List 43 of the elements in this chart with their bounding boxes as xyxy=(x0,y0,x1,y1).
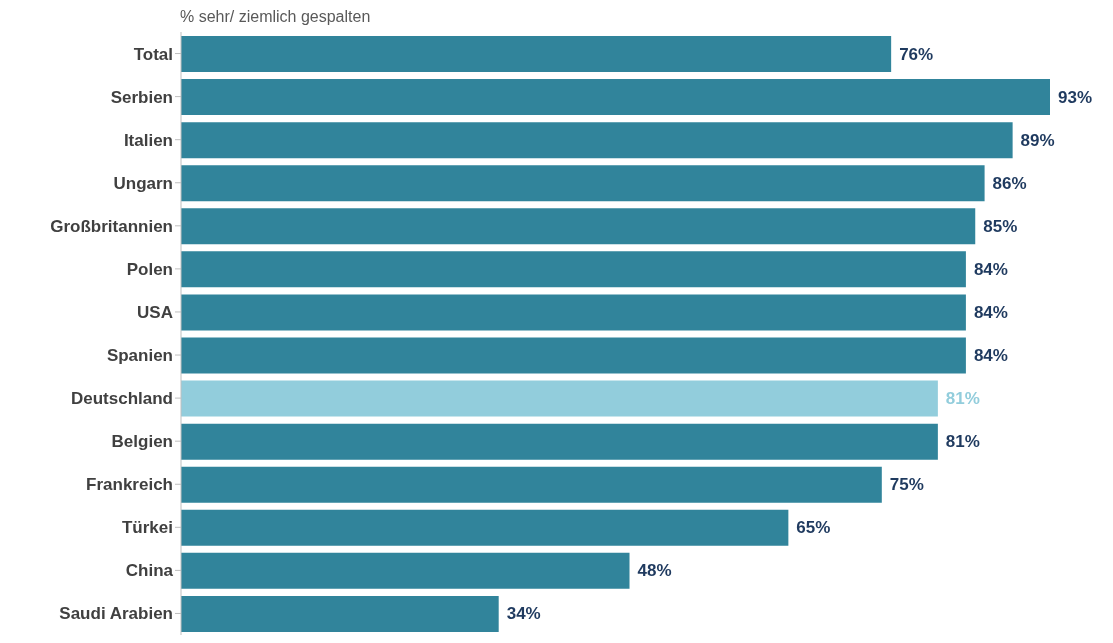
data-label: 48% xyxy=(637,561,672,581)
y-tick-label: Türkei xyxy=(121,518,173,538)
y-tick-label: China xyxy=(125,561,174,581)
bar xyxy=(181,251,966,288)
bar xyxy=(181,36,892,72)
bar xyxy=(181,466,882,503)
y-tick-label: Spanien xyxy=(106,346,173,366)
y-tick-label: Total xyxy=(133,44,173,64)
bar xyxy=(181,509,789,546)
bar xyxy=(181,294,966,331)
y-tick-label: Frankreich xyxy=(86,475,173,495)
y-tick-label: Deutschland xyxy=(70,389,173,409)
bar xyxy=(181,423,938,460)
y-tick-label: Belgien xyxy=(111,432,173,452)
data-label: 81% xyxy=(945,389,980,409)
data-label: 81% xyxy=(945,432,980,452)
data-label: 85% xyxy=(983,216,1018,236)
data-label: 89% xyxy=(1020,130,1055,150)
y-tick-label: USA xyxy=(137,303,173,322)
data-label: 93% xyxy=(1058,87,1093,107)
bar xyxy=(181,552,630,589)
y-tick-label: Ungarn xyxy=(113,173,173,193)
bar xyxy=(181,380,938,417)
data-label: 76% xyxy=(899,44,934,64)
bar xyxy=(181,79,1050,116)
data-label: 84% xyxy=(973,302,1008,322)
bar xyxy=(181,122,1013,159)
chart-title: % sehr/ ziemlich gespalten xyxy=(180,8,371,26)
y-tick-label: Italien xyxy=(123,130,173,150)
data-label: 84% xyxy=(973,259,1008,279)
data-label: 86% xyxy=(992,173,1027,193)
bar xyxy=(181,165,985,202)
y-tick-label: Polen xyxy=(126,259,173,279)
bar xyxy=(181,337,966,374)
y-tick-label: Saudi Arabien xyxy=(59,604,173,624)
bar xyxy=(181,595,499,632)
data-label: 34% xyxy=(506,604,541,624)
bar xyxy=(181,208,976,245)
y-tick-label: Serbien xyxy=(110,87,173,107)
data-label: 65% xyxy=(796,518,831,538)
data-label: 75% xyxy=(889,475,924,495)
y-tick-label: Großbritannien xyxy=(50,216,173,236)
data-label: 84% xyxy=(973,346,1008,365)
